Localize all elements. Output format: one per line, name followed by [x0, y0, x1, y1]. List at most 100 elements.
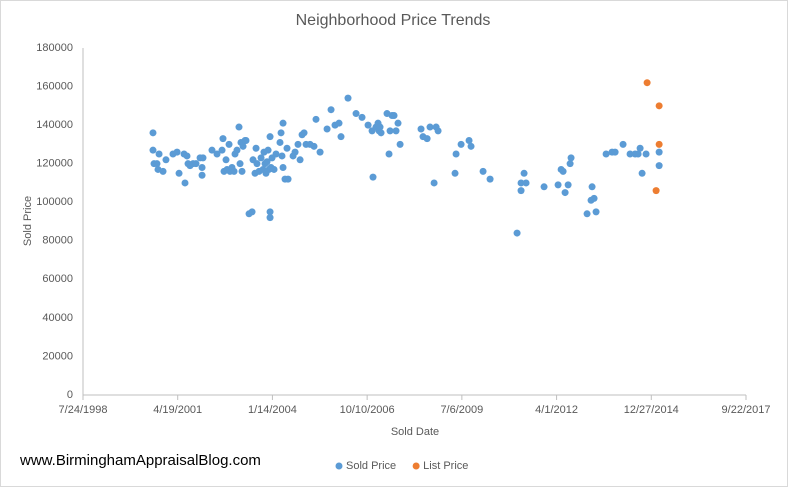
data-point [230, 167, 238, 175]
data-point [337, 133, 345, 141]
data-point [452, 150, 460, 158]
y-tick-label: 160000 [36, 80, 73, 92]
data-point [291, 148, 299, 156]
data-point [467, 142, 475, 150]
data-point [417, 125, 425, 133]
data-point [277, 129, 285, 137]
data-point [242, 137, 250, 145]
data-point [457, 140, 465, 148]
y-tick-label: 120000 [36, 158, 73, 170]
data-point [434, 127, 442, 135]
data-point [634, 150, 642, 158]
data-point [394, 119, 402, 127]
data-point [279, 164, 287, 172]
data-point [636, 144, 644, 152]
data-point [611, 148, 619, 156]
data-point [369, 173, 377, 181]
legend-marker [335, 462, 343, 470]
x-tick-label: 10/10/2006 [340, 404, 395, 416]
data-point [294, 140, 302, 148]
y-tick-label: 80000 [42, 235, 73, 247]
data-point [159, 167, 167, 175]
data-point [559, 167, 567, 175]
data-point [520, 169, 528, 177]
data-point [208, 146, 216, 154]
data-point [162, 156, 170, 164]
legend-label: List Price [423, 460, 468, 472]
data-point [218, 146, 226, 154]
data-point [225, 140, 233, 148]
data-point [344, 94, 352, 102]
data-point [310, 142, 318, 150]
data-point [175, 169, 183, 177]
x-tick-label: 7/6/2009 [440, 404, 483, 416]
data-point [272, 150, 280, 158]
data-point [426, 123, 434, 131]
data-point [479, 167, 487, 175]
x-tick-label: 4/1/2012 [535, 404, 578, 416]
data-point [655, 162, 663, 170]
data-point [248, 208, 256, 216]
data-point [517, 179, 525, 187]
data-point [198, 171, 206, 179]
data-point [192, 160, 200, 168]
x-axis-title: Sold Date [391, 426, 439, 438]
y-tick-label: 40000 [42, 312, 73, 324]
data-point [592, 208, 600, 216]
data-point [566, 160, 574, 168]
data-point [352, 110, 360, 118]
data-point [222, 156, 230, 164]
y-axis-title: Sold Price [22, 196, 34, 246]
data-point [236, 160, 244, 168]
y-tick-label: 60000 [42, 273, 73, 285]
data-point [364, 121, 372, 129]
data-point [266, 133, 274, 141]
data-point [423, 135, 431, 143]
data-point [253, 160, 261, 168]
data-point [149, 146, 157, 154]
y-tick-label: 20000 [42, 350, 73, 362]
data-point [655, 140, 663, 148]
data-point [451, 169, 459, 177]
data-point [652, 187, 660, 195]
x-tick-label: 7/24/1998 [59, 404, 108, 416]
data-point [181, 179, 189, 187]
data-point [284, 175, 292, 183]
x-tick-label: 4/19/2001 [153, 404, 202, 416]
data-point [264, 146, 272, 154]
data-point [270, 165, 278, 173]
data-point [235, 123, 243, 131]
data-point [567, 154, 575, 162]
data-point [602, 150, 610, 158]
data-point [376, 123, 384, 131]
data-point [655, 102, 663, 110]
x-tick-label: 12/27/2014 [624, 404, 679, 416]
data-point [390, 111, 398, 119]
legend-marker [412, 462, 420, 470]
data-point [642, 150, 650, 158]
data-point [213, 150, 221, 158]
data-point [155, 150, 163, 158]
data-point [396, 140, 404, 148]
data-point [564, 181, 572, 189]
data-point [312, 115, 320, 123]
y-tick-label: 100000 [36, 196, 73, 208]
data-point [183, 152, 191, 160]
data-point [386, 127, 394, 135]
x-tick-label: 9/22/2017 [722, 404, 771, 416]
data-point [517, 187, 525, 195]
data-point [296, 156, 304, 164]
data-point [588, 183, 596, 191]
data-point [540, 183, 548, 191]
data-point [327, 106, 335, 114]
chart-title: Neighborhood Price Trends [296, 12, 491, 29]
data-point [513, 229, 521, 237]
y-tick-label: 180000 [36, 42, 73, 54]
data-point [619, 140, 627, 148]
data-point [283, 144, 291, 152]
y-tick-label: 140000 [36, 119, 73, 131]
data-point [278, 152, 286, 160]
data-point [655, 148, 663, 156]
data-point [554, 181, 562, 189]
